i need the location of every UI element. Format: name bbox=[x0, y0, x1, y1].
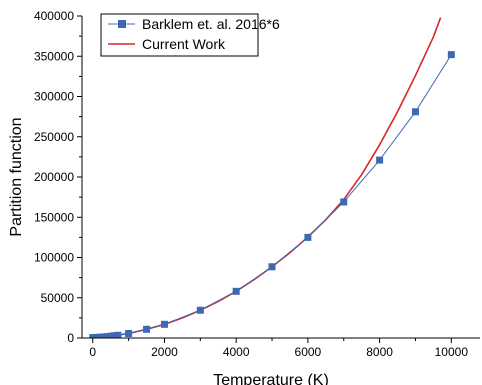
x-tick-label: 10000 bbox=[435, 345, 469, 359]
y-tick-label: 350000 bbox=[34, 49, 74, 63]
data-point-barklem bbox=[376, 156, 384, 164]
x-axis-title: Temperature (K) bbox=[213, 372, 329, 385]
y-axis-title: Partition function bbox=[8, 117, 25, 236]
x-tick-label: 4000 bbox=[223, 345, 250, 359]
data-point-barklem bbox=[232, 287, 240, 295]
x-tick-label: 8000 bbox=[366, 345, 393, 359]
data-point-barklem bbox=[125, 329, 133, 337]
x-tick-label: 6000 bbox=[295, 345, 322, 359]
data-point-barklem bbox=[447, 51, 455, 59]
y-tick-label: 150000 bbox=[34, 210, 74, 224]
data-point-barklem bbox=[96, 333, 104, 338]
data-point-barklem bbox=[103, 333, 111, 338]
ticks-layer: 0500001000001500002000002500003000003500… bbox=[34, 9, 468, 359]
series-line-current-work bbox=[92, 17, 442, 338]
x-tick-label: 2000 bbox=[151, 345, 178, 359]
data-point-barklem bbox=[107, 332, 115, 338]
data-point-barklem bbox=[160, 320, 168, 328]
series-line-barklem bbox=[92, 54, 452, 338]
y-tick-label: 300000 bbox=[34, 90, 74, 104]
y-tick-label: 100000 bbox=[34, 251, 74, 265]
x-tick-label: 0 bbox=[89, 345, 96, 359]
legend-box bbox=[100, 13, 259, 57]
y-tick-label: 400000 bbox=[34, 9, 74, 23]
data-point-barklem bbox=[89, 334, 97, 338]
y-tick-label: 0 bbox=[67, 331, 74, 345]
data-point-barklem bbox=[100, 333, 108, 338]
data-point-barklem bbox=[340, 198, 348, 206]
data-point-barklem bbox=[92, 333, 100, 338]
data-point-barklem bbox=[196, 306, 204, 314]
data-point-barklem bbox=[110, 332, 118, 338]
series-layer bbox=[89, 17, 455, 338]
data-point-barklem bbox=[114, 331, 122, 338]
data-point-barklem bbox=[143, 325, 151, 333]
legend-label-current: Current Work bbox=[142, 36, 226, 52]
y-tick-label: 250000 bbox=[34, 130, 74, 144]
legend: Barklem et. al. 2016*6 Current Work bbox=[100, 13, 280, 57]
legend-label-barklem: Barklem et. al. 2016*6 bbox=[142, 16, 280, 32]
y-tick-label: 200000 bbox=[34, 170, 74, 184]
data-point-barklem bbox=[304, 233, 312, 241]
y-tick-label: 50000 bbox=[41, 291, 75, 305]
data-point-barklem bbox=[268, 263, 276, 271]
data-point-barklem bbox=[411, 108, 419, 116]
legend-swatch-barklem-marker bbox=[118, 20, 126, 28]
